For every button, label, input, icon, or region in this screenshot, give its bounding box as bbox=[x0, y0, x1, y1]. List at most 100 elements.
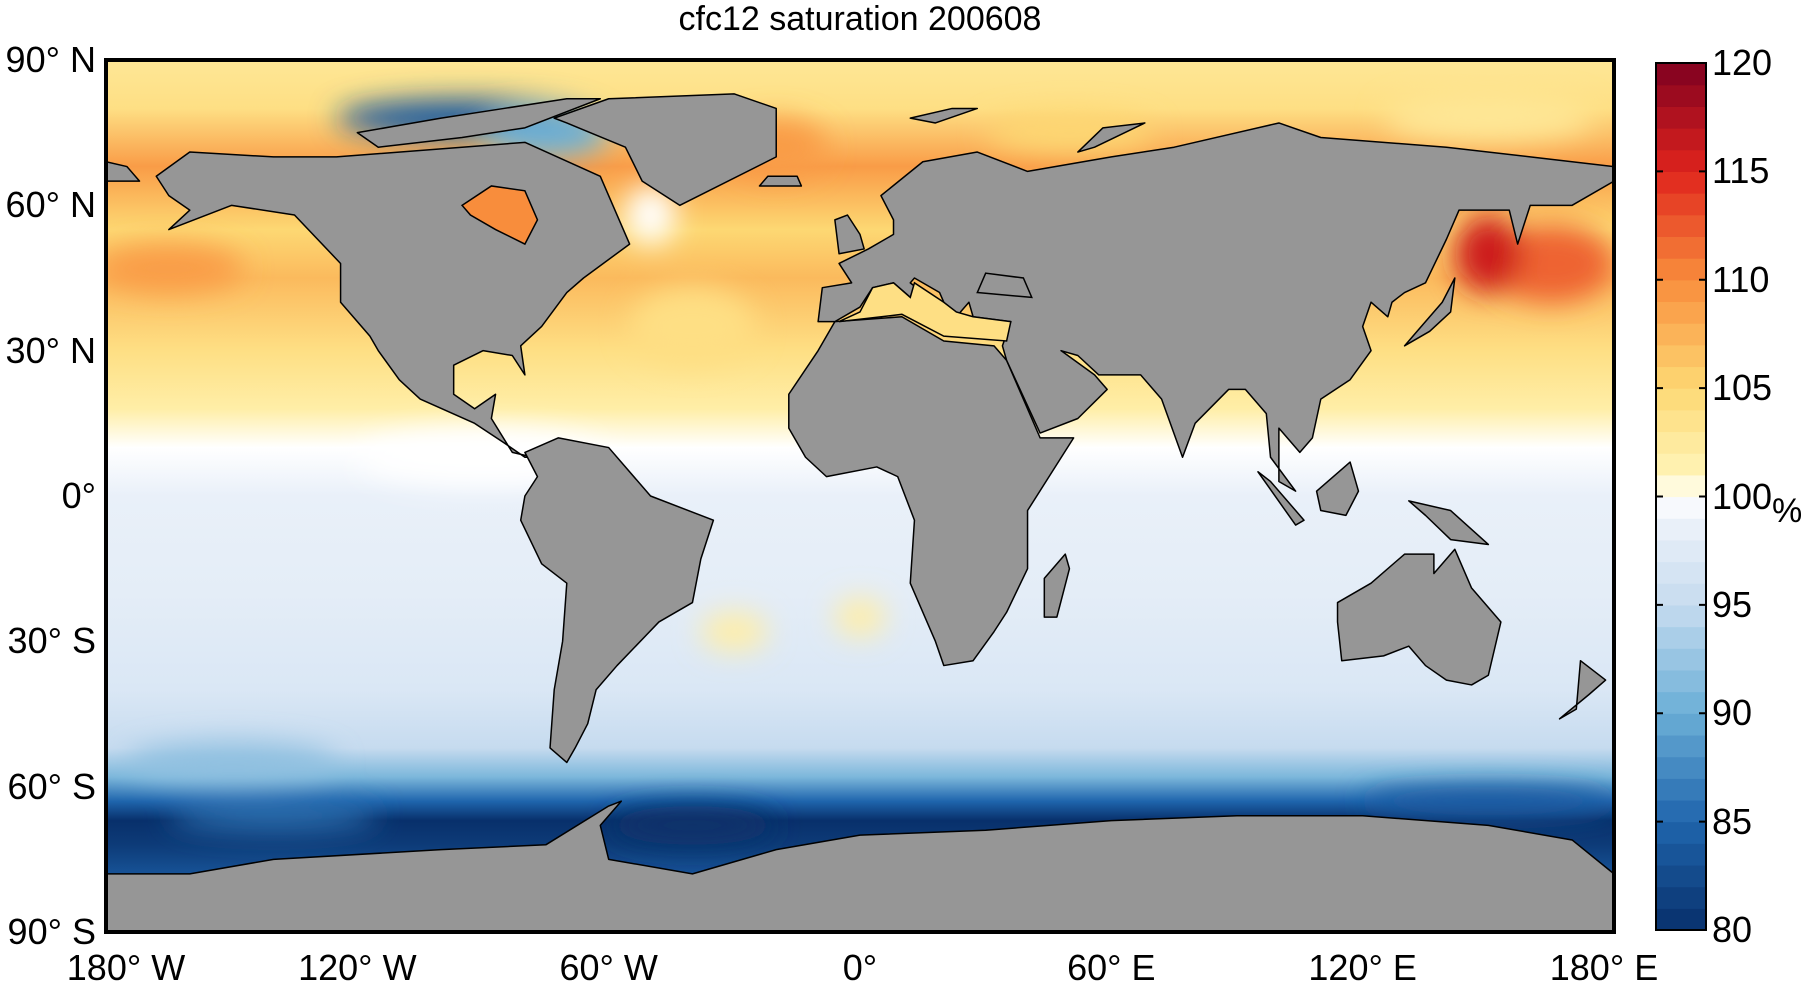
landmass-chukotka bbox=[106, 160, 141, 182]
saturation-anomaly bbox=[625, 185, 676, 245]
saturation-anomaly bbox=[1383, 93, 1594, 143]
colorbar-swatch bbox=[1656, 604, 1706, 628]
landmass-new-guinea bbox=[1407, 500, 1490, 546]
map-frame bbox=[104, 58, 1616, 934]
lon-tick-label: 120° E bbox=[1308, 947, 1417, 988]
colorbar-swatch bbox=[1656, 756, 1706, 779]
saturation-anomaly bbox=[834, 597, 886, 637]
black-sea bbox=[976, 272, 1033, 299]
colorbar-swatch bbox=[1656, 539, 1706, 563]
lat-tick-label: 90° S bbox=[7, 911, 96, 952]
saturation-anomaly bbox=[700, 612, 768, 652]
landmass-iceland bbox=[758, 175, 803, 187]
colorbar-swatch bbox=[1656, 193, 1706, 216]
landmass-novaya-zemlya bbox=[1077, 122, 1146, 153]
lat-tick-label: 60° S bbox=[7, 765, 96, 807]
colorbar-swatch bbox=[1656, 388, 1706, 411]
colorbar-swatch bbox=[1656, 258, 1706, 281]
mediterranean-sea bbox=[838, 281, 1012, 342]
lat-tick-label: 60° N bbox=[5, 184, 96, 226]
colorbar-swatch bbox=[1656, 84, 1706, 107]
colorbar-swatch bbox=[1656, 691, 1706, 714]
colorbar-swatch bbox=[1656, 106, 1706, 129]
colorbar-swatch bbox=[1656, 431, 1706, 454]
landmass-antarctica bbox=[106, 800, 1614, 932]
colorbar-swatch bbox=[1656, 843, 1706, 866]
colorbar-tick-label: 95 bbox=[1712, 583, 1753, 625]
lon-tick-label: 60° W bbox=[559, 947, 658, 988]
lat-tick-label: 30° N bbox=[5, 329, 96, 371]
saturation-anomaly bbox=[168, 801, 379, 831]
colorbar-swatch bbox=[1656, 301, 1706, 324]
colorbar-swatch bbox=[1656, 453, 1706, 476]
colorbar-swatch bbox=[1656, 496, 1706, 519]
colorbar-swatch bbox=[1656, 648, 1706, 671]
landmass-borneo bbox=[1315, 461, 1360, 517]
lon-tick-label: 0° bbox=[842, 947, 878, 988]
lat-tick-label: 0° bbox=[61, 475, 96, 516]
landmass-madagascar bbox=[1043, 553, 1071, 618]
colorbar-swatch bbox=[1656, 214, 1706, 237]
colorbar-swatch bbox=[1656, 279, 1706, 303]
colorbar-swatch bbox=[1656, 583, 1706, 606]
saturation-anomaly bbox=[629, 287, 756, 366]
colorbar-swatch bbox=[1656, 474, 1706, 498]
colorbar-tick-label: 100 bbox=[1712, 475, 1773, 517]
colorbar-swatch bbox=[1656, 236, 1706, 259]
landmass-sumatra bbox=[1257, 471, 1305, 526]
saturation-anomaly bbox=[608, 806, 777, 845]
colorbar-swatch bbox=[1656, 409, 1706, 433]
saturation-anomaly bbox=[985, 113, 1154, 153]
landmass-svalbard bbox=[909, 107, 979, 124]
colorbar-tick-label: 85 bbox=[1712, 800, 1753, 842]
lon-tick-label: 60° E bbox=[1067, 947, 1156, 988]
colorbar-tick-label: 110 bbox=[1712, 258, 1770, 300]
colorbar-swatch bbox=[1656, 669, 1706, 693]
saturation-anomaly bbox=[126, 743, 337, 782]
landmass-new-zealand bbox=[1558, 659, 1607, 720]
saturation-anomaly bbox=[1362, 786, 1614, 816]
chart-title: cfc12 saturation 200608 bbox=[678, 0, 1042, 38]
landmass-africa bbox=[788, 316, 1075, 667]
landmass-japan bbox=[1403, 277, 1456, 347]
colorbar-swatch bbox=[1656, 626, 1706, 649]
landmass-greenland bbox=[553, 93, 777, 207]
lon-tick-label: 180° W bbox=[66, 947, 186, 988]
colorbar-tick-label: 80 bbox=[1712, 909, 1753, 950]
colorbar bbox=[1655, 62, 1707, 931]
colorbar-tick-label: 115 bbox=[1712, 150, 1770, 192]
colorbar-swatch bbox=[1656, 864, 1706, 888]
colorbar-swatch bbox=[1656, 821, 1706, 844]
colorbar-swatch bbox=[1656, 799, 1706, 823]
colorbar-swatch bbox=[1656, 908, 1706, 931]
land-layer bbox=[106, 93, 1614, 932]
saturation-anomaly bbox=[1454, 215, 1522, 293]
colorbar-swatch bbox=[1656, 149, 1706, 172]
colorbar-unit: % bbox=[1772, 492, 1803, 530]
colorbar-swatch bbox=[1656, 171, 1706, 194]
landmass-canadian-archipelago bbox=[356, 98, 602, 148]
colorbar-swatch bbox=[1656, 778, 1706, 801]
colorbar-tick-label: 90 bbox=[1712, 692, 1753, 734]
lon-tick-label: 180° E bbox=[1549, 947, 1659, 988]
lat-tick-label: 30° S bbox=[7, 620, 96, 662]
colorbar-swatch bbox=[1656, 886, 1706, 909]
colorbar-tick-label: 120 bbox=[1712, 42, 1773, 83]
hudson-bay bbox=[460, 185, 539, 246]
landmass-south-america bbox=[519, 437, 715, 764]
colorbar-tick-label: 105 bbox=[1712, 367, 1773, 409]
colorbar-swatch bbox=[1656, 561, 1706, 584]
colorbar-swatch bbox=[1656, 63, 1706, 86]
landmass-australia bbox=[1336, 548, 1502, 686]
saturation-anomaly bbox=[106, 244, 245, 293]
lon-tick-label: 120° W bbox=[298, 947, 417, 988]
landmass-great-britain bbox=[834, 214, 865, 255]
colorbar-swatch bbox=[1656, 344, 1706, 368]
colorbar-swatch bbox=[1656, 323, 1706, 346]
colorbar-swatch bbox=[1656, 518, 1706, 541]
colorbar-swatch bbox=[1656, 734, 1706, 758]
colorbar-swatch bbox=[1656, 366, 1706, 389]
colorbar-swatch bbox=[1656, 128, 1706, 151]
lat-tick-label: 90° N bbox=[5, 39, 96, 80]
